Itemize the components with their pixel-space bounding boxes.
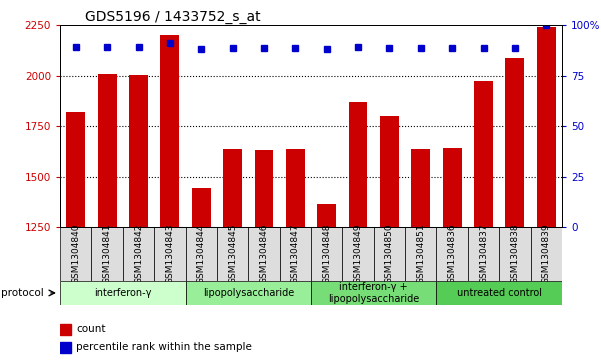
Bar [154,227,186,281]
Text: GSM1304849: GSM1304849 [353,224,362,284]
Text: GSM1304838: GSM1304838 [510,224,519,285]
Text: GSM1304847: GSM1304847 [291,224,300,284]
Bar [443,148,462,363]
Bar [380,116,399,363]
Text: GSM1304840: GSM1304840 [72,224,81,284]
Text: GSM1304850: GSM1304850 [385,224,394,285]
Text: GSM1304836: GSM1304836 [448,224,457,285]
Bar [537,28,556,363]
Text: untreated control: untreated control [457,288,542,298]
Bar [436,281,562,305]
Bar [343,227,374,281]
Text: GSM1304846: GSM1304846 [260,224,269,284]
Bar [160,36,179,363]
Bar [255,150,273,363]
Bar [223,149,242,363]
Bar [186,281,311,305]
Bar [248,227,279,281]
Text: interferon-γ +
lipopolysaccharide: interferon-γ + lipopolysaccharide [328,282,419,304]
Text: GSM1304841: GSM1304841 [103,224,112,284]
Text: GSM1304839: GSM1304839 [542,224,551,285]
Bar [505,58,524,363]
Bar [474,81,493,363]
Bar [499,227,531,281]
Bar [123,227,154,281]
Bar [60,342,71,353]
Bar [468,227,499,281]
Text: GSM1304851: GSM1304851 [416,224,426,285]
Bar [129,75,148,363]
Bar [192,188,210,363]
Bar [91,227,123,281]
Bar [98,74,117,363]
Text: GSM1304848: GSM1304848 [322,224,331,284]
Bar [60,281,186,305]
Bar [60,324,71,335]
Bar [60,227,91,281]
Bar [374,227,405,281]
Bar [317,204,336,363]
Bar [311,281,436,305]
Text: percentile rank within the sample: percentile rank within the sample [76,342,252,352]
Text: GSM1304843: GSM1304843 [165,224,174,284]
Text: GSM1304837: GSM1304837 [479,224,488,285]
Text: lipopolysaccharide: lipopolysaccharide [203,288,294,298]
Text: protocol: protocol [1,288,44,298]
Bar [311,227,343,281]
Bar [279,227,311,281]
Text: count: count [76,324,106,334]
Bar [411,149,430,363]
Bar [66,112,85,363]
Bar [286,149,305,363]
Bar [349,102,367,363]
Bar [217,227,248,281]
Text: GDS5196 / 1433752_s_at: GDS5196 / 1433752_s_at [85,11,261,24]
Text: GSM1304844: GSM1304844 [197,224,206,284]
Text: GSM1304842: GSM1304842 [134,224,143,284]
Bar [531,227,562,281]
Text: interferon-γ: interferon-γ [94,288,151,298]
Bar [186,227,217,281]
Bar [405,227,436,281]
Text: GSM1304845: GSM1304845 [228,224,237,284]
Bar [436,227,468,281]
